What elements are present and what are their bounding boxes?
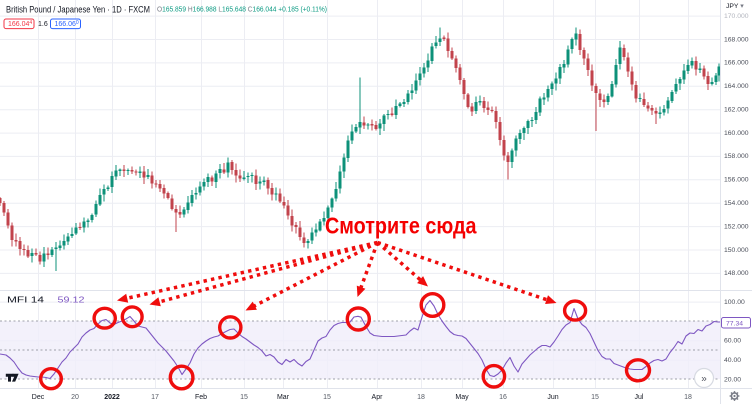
- svg-text:166.060: 166.060: [55, 20, 79, 28]
- svg-text:»: »: [701, 374, 707, 385]
- svg-text:160.000: 160.000: [724, 130, 749, 137]
- svg-text:Jun: Jun: [547, 394, 558, 401]
- svg-text:Смотрите сюда: Смотрите сюда: [325, 213, 477, 239]
- svg-text:15: 15: [323, 394, 331, 401]
- svg-text:O165.859 H166.988 L165.648 C16: O165.859 H166.988 L165.648 C166.044 +0.1…: [157, 7, 327, 14]
- svg-text:166.044: 166.044: [8, 20, 32, 28]
- svg-text:168.000: 168.000: [724, 36, 749, 43]
- svg-text:Feb: Feb: [195, 394, 207, 401]
- svg-text:158.000: 158.000: [724, 153, 749, 160]
- svg-text:162.000: 162.000: [724, 107, 749, 114]
- svg-text:British Pound / Japanese Yen ·: British Pound / Japanese Yen · 1D · FXCM: [6, 4, 150, 14]
- svg-text:148.000: 148.000: [724, 270, 749, 277]
- svg-text:166.000: 166.000: [724, 60, 749, 67]
- svg-text:Jul: Jul: [635, 394, 644, 401]
- svg-text:20.00: 20.00: [724, 376, 741, 383]
- svg-text:Apr: Apr: [372, 394, 384, 401]
- svg-text:MFI 14: MFI 14: [7, 295, 44, 305]
- svg-text:59.12: 59.12: [58, 295, 85, 305]
- svg-text:150.000: 150.000: [724, 247, 749, 254]
- svg-text:Dec: Dec: [32, 394, 45, 401]
- svg-text:2022: 2022: [104, 394, 120, 401]
- svg-text:16: 16: [499, 394, 507, 401]
- svg-text:60.00: 60.00: [724, 338, 741, 345]
- svg-text:170.000: 170.000: [724, 13, 749, 20]
- svg-text:Mar: Mar: [277, 394, 290, 401]
- svg-text:154.000: 154.000: [724, 200, 749, 207]
- svg-text:18: 18: [417, 394, 425, 401]
- svg-text:164.000: 164.000: [724, 83, 749, 90]
- svg-text:1.6: 1.6: [38, 21, 48, 28]
- svg-text:152.000: 152.000: [724, 223, 749, 230]
- svg-text:May: May: [455, 394, 469, 401]
- svg-text:17: 17: [151, 394, 159, 401]
- svg-text:156.000: 156.000: [724, 177, 749, 184]
- svg-text:15: 15: [591, 394, 599, 401]
- svg-text:15: 15: [240, 394, 248, 401]
- svg-text:JPY ▾: JPY ▾: [726, 3, 744, 10]
- svg-text:18: 18: [684, 394, 692, 401]
- svg-text:100.00: 100.00: [724, 299, 745, 306]
- svg-text:77.34: 77.34: [726, 321, 743, 328]
- svg-text:40.00: 40.00: [724, 357, 741, 364]
- svg-text:20: 20: [71, 394, 79, 401]
